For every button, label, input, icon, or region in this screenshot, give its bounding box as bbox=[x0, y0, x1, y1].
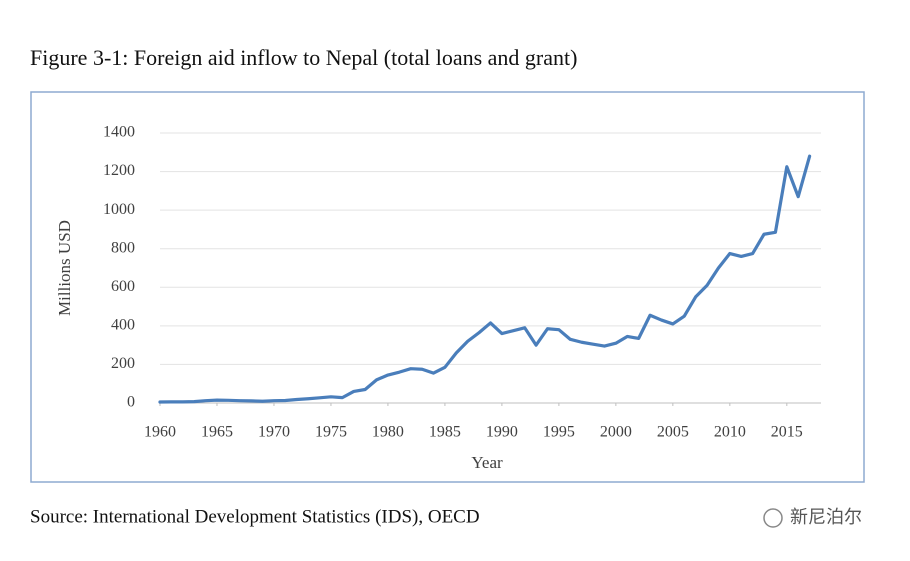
x-tick-label: 1975 bbox=[315, 424, 347, 441]
x-tick-label: 1960 bbox=[144, 424, 176, 441]
x-tick-label: 2010 bbox=[714, 424, 746, 441]
x-tick-label: 2015 bbox=[771, 424, 803, 441]
x-tick-label: 1990 bbox=[486, 424, 518, 441]
chart-frame bbox=[30, 91, 865, 483]
y-tick-label: 1400 bbox=[103, 124, 135, 141]
x-tick-label: 1985 bbox=[429, 424, 461, 441]
x-axis-label: Year bbox=[471, 453, 503, 472]
y-tick-label: 400 bbox=[111, 317, 135, 334]
y-tick-label: 800 bbox=[111, 239, 135, 256]
x-tick-label: 1995 bbox=[543, 424, 575, 441]
y-tick-label: 1000 bbox=[103, 201, 135, 218]
x-tick-label: 2005 bbox=[657, 424, 689, 441]
data-line bbox=[158, 154, 812, 404]
y-tick-label: 200 bbox=[111, 355, 135, 372]
x-tick-label: 1965 bbox=[201, 424, 233, 441]
y-tick-label: 1200 bbox=[103, 162, 135, 179]
x-tick-label: 1970 bbox=[258, 424, 290, 441]
y-tick-label: 0 bbox=[127, 394, 135, 411]
watermark: 新尼泊尔 bbox=[790, 507, 862, 528]
chart-title: Figure 3-1: Foreign aid inflow to Nepal … bbox=[30, 45, 577, 70]
y-tick-label: 600 bbox=[111, 278, 135, 295]
x-tick-label: 2000 bbox=[600, 424, 632, 441]
source-note: Source: International Development Statis… bbox=[30, 506, 480, 527]
x-tick-label: 1980 bbox=[372, 424, 404, 441]
y-axis-label: Millions USD bbox=[55, 220, 74, 316]
watermark-icon bbox=[763, 508, 783, 528]
